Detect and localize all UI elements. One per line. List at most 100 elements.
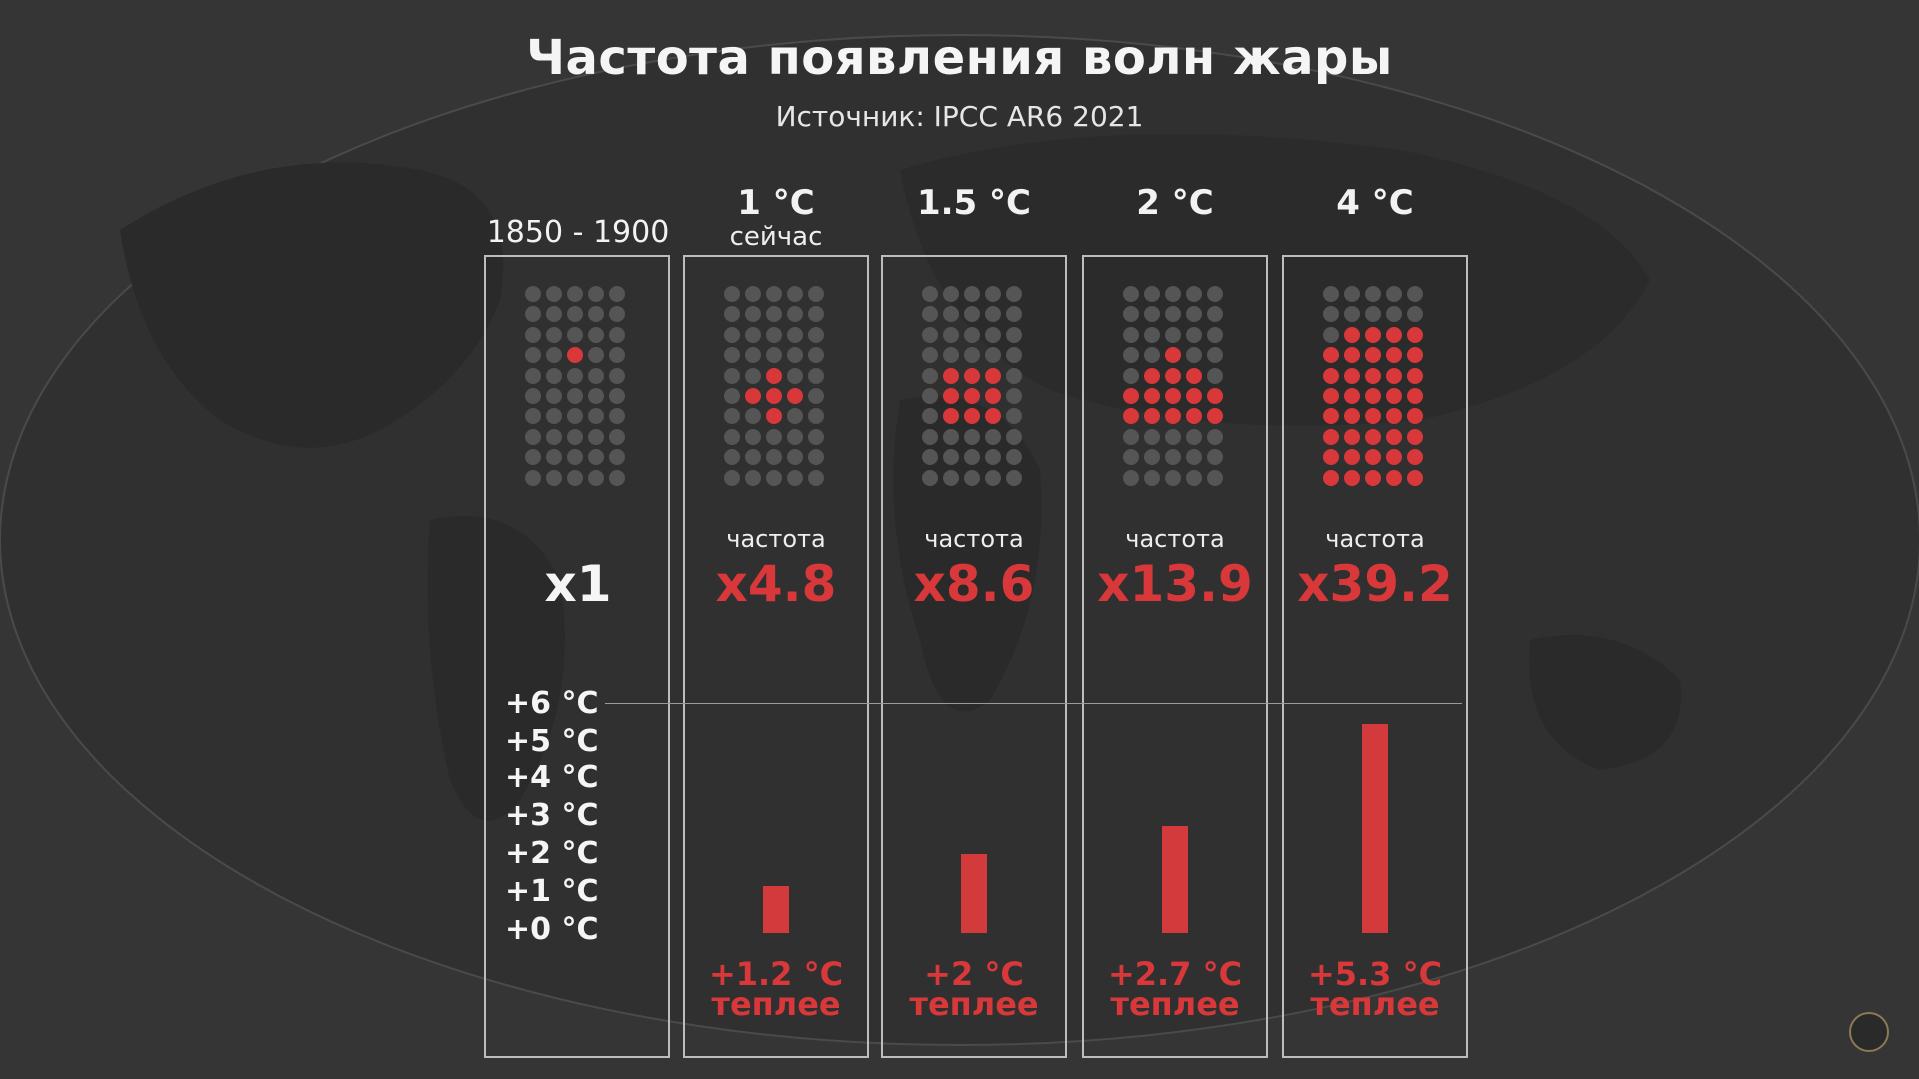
warming-word: теплее xyxy=(909,985,1039,1023)
dot-hot xyxy=(1365,326,1381,343)
dot xyxy=(787,326,803,343)
dot xyxy=(525,469,541,486)
dot-hot xyxy=(1186,408,1202,425)
dot xyxy=(1207,286,1223,302)
dot-hot xyxy=(1207,408,1223,425)
dot-hot xyxy=(766,367,782,384)
dot xyxy=(1123,469,1139,486)
warming-value-4c: +5.3 °C xyxy=(1307,955,1443,993)
dot-hot xyxy=(1323,388,1339,404)
column-heading-4c: 4 °C xyxy=(1336,183,1414,223)
dot-hot xyxy=(1365,367,1381,384)
dot xyxy=(1165,306,1181,323)
dot-hot xyxy=(1365,449,1381,466)
dot xyxy=(808,469,824,486)
dot xyxy=(546,367,562,384)
dot xyxy=(922,449,938,466)
dot xyxy=(964,306,980,323)
dot xyxy=(766,347,782,364)
dot-hot xyxy=(1123,408,1139,425)
dot xyxy=(525,408,541,425)
dot xyxy=(609,388,625,404)
dot-hot xyxy=(745,388,761,404)
dot xyxy=(525,326,541,343)
frequency-label: частота xyxy=(726,525,826,553)
dot-hot xyxy=(1207,388,1223,404)
frequency-value-1-5c: x8.6 xyxy=(913,555,1035,613)
dot xyxy=(1207,428,1223,445)
dot xyxy=(1006,408,1022,425)
dot-hot xyxy=(1365,428,1381,445)
scale-tick-4: +4 °C xyxy=(505,760,599,795)
dot-hot xyxy=(1186,388,1202,404)
warming-value-1c: +1.2 °C xyxy=(708,955,844,993)
dot-hot xyxy=(1323,469,1339,486)
dot xyxy=(766,449,782,466)
dot xyxy=(1207,449,1223,466)
dot xyxy=(808,306,824,323)
dot-hot xyxy=(1386,347,1402,364)
frequency-label: частота xyxy=(1325,525,1425,553)
dot-hot xyxy=(1165,408,1181,425)
warming-bar xyxy=(961,854,987,933)
dot xyxy=(745,367,761,384)
dot xyxy=(609,469,625,486)
dot xyxy=(546,347,562,364)
dot xyxy=(1186,428,1202,445)
dot xyxy=(964,347,980,364)
dot-hot xyxy=(1407,408,1423,425)
dot-hot xyxy=(1344,347,1360,364)
dot-hot xyxy=(1165,367,1181,384)
dot xyxy=(588,408,604,425)
dot xyxy=(1006,286,1022,302)
dot xyxy=(766,469,782,486)
dot-hot xyxy=(1365,469,1381,486)
dot xyxy=(724,408,740,425)
dot xyxy=(808,428,824,445)
dot-hot xyxy=(1365,347,1381,364)
dot xyxy=(922,388,938,404)
dot xyxy=(588,347,604,364)
dot xyxy=(525,449,541,466)
dot xyxy=(943,347,959,364)
dot-hot xyxy=(1144,367,1160,384)
dot-hot xyxy=(1407,388,1423,404)
dot xyxy=(964,469,980,486)
dot xyxy=(1006,306,1022,323)
dot xyxy=(724,286,740,302)
dot xyxy=(567,469,583,486)
warming-value-1-5c: +2 °C xyxy=(924,955,1024,993)
dot xyxy=(1386,286,1402,302)
dot xyxy=(546,469,562,486)
dot xyxy=(808,286,824,302)
dot-hot xyxy=(766,408,782,425)
dot-hot xyxy=(1144,408,1160,425)
dot xyxy=(922,367,938,384)
dot xyxy=(567,388,583,404)
column-heading-1c: 1 °C xyxy=(737,183,815,223)
dot xyxy=(546,428,562,445)
dot xyxy=(808,449,824,466)
dot xyxy=(964,326,980,343)
dot-hot xyxy=(1323,408,1339,425)
dot-hot xyxy=(1323,428,1339,445)
dot-hot xyxy=(1365,388,1381,404)
dot-hot xyxy=(1165,388,1181,404)
dot xyxy=(567,449,583,466)
dot xyxy=(922,428,938,445)
dot-hot xyxy=(1407,367,1423,384)
dot xyxy=(985,326,1001,343)
dot xyxy=(1006,347,1022,364)
dot xyxy=(922,347,938,364)
dot xyxy=(1006,428,1022,445)
dot-hot xyxy=(1344,367,1360,384)
dot xyxy=(808,367,824,384)
channel-logo-icon xyxy=(1849,1012,1889,1052)
dot xyxy=(787,469,803,486)
dot xyxy=(1186,306,1202,323)
dot xyxy=(1186,286,1202,302)
warming-word: теплее xyxy=(711,985,841,1023)
dot xyxy=(943,286,959,302)
dot xyxy=(766,428,782,445)
dot xyxy=(964,449,980,466)
